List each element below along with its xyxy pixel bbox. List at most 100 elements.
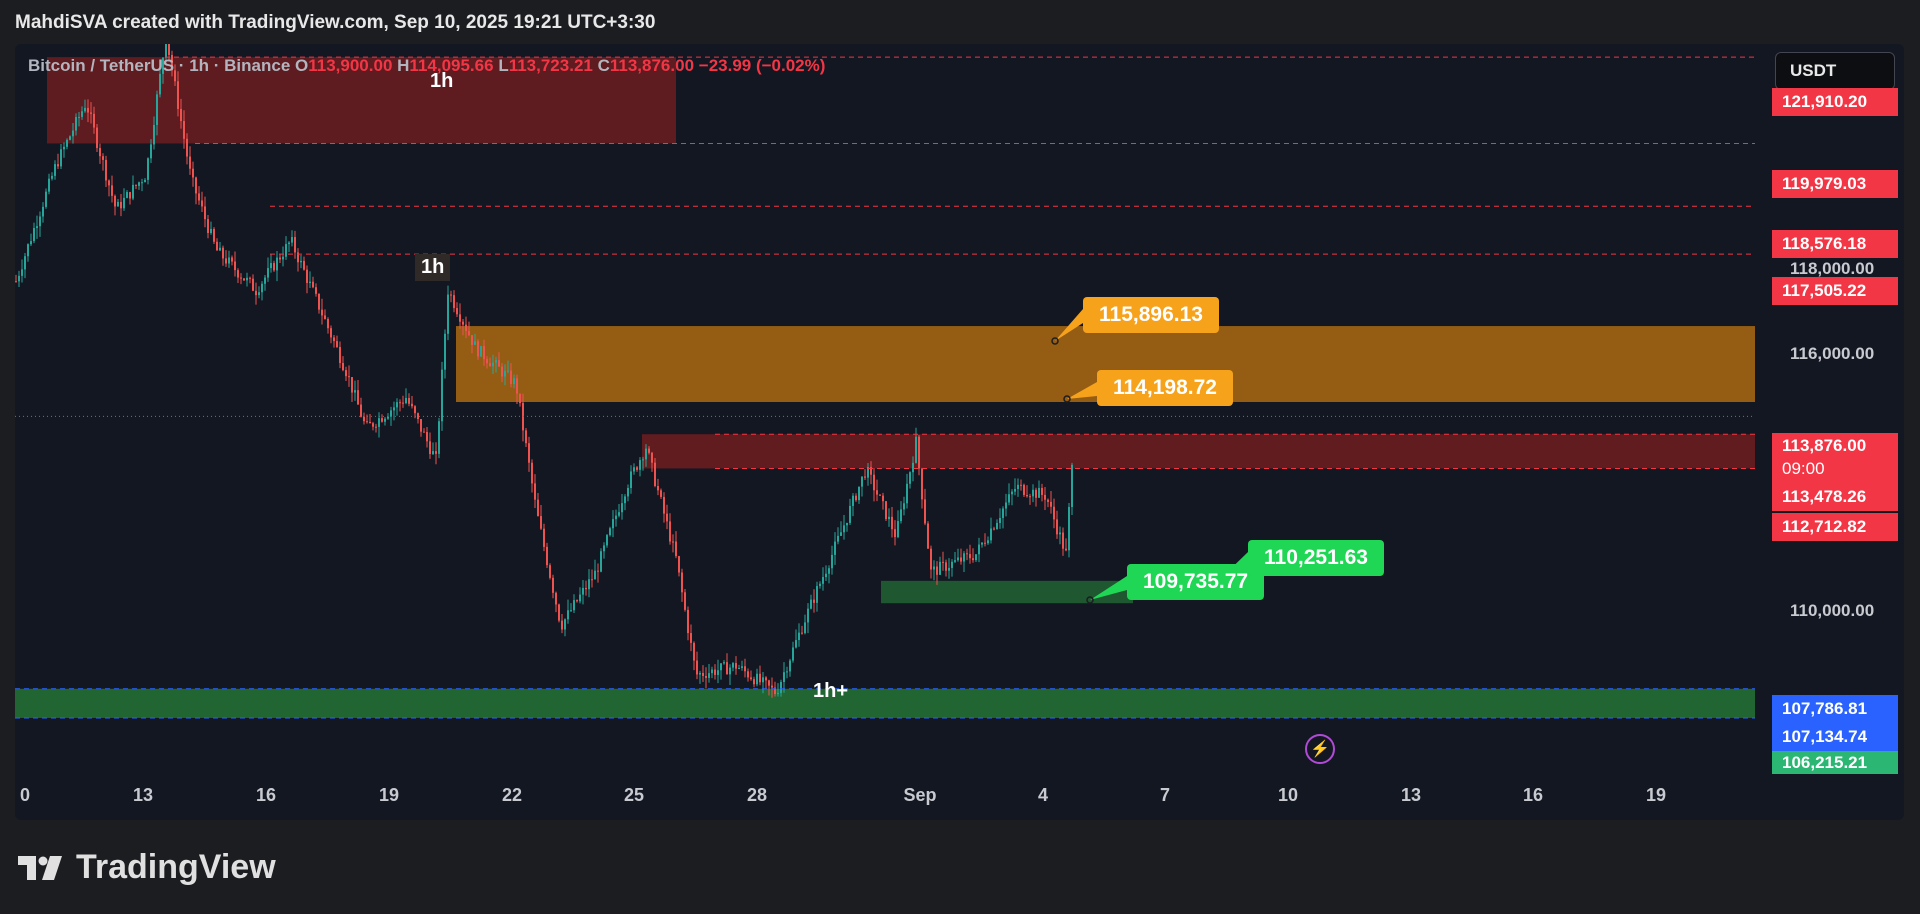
candle-body bbox=[438, 421, 440, 454]
candle-body bbox=[132, 184, 134, 199]
axis-price-label: 118,000.00 bbox=[1790, 259, 1875, 278]
candle-body bbox=[789, 660, 791, 672]
candle-body bbox=[33, 228, 35, 242]
candle-body bbox=[297, 252, 299, 263]
candle-body bbox=[771, 685, 773, 688]
candle-body bbox=[357, 390, 359, 405]
candle-body bbox=[336, 341, 338, 348]
candle-body bbox=[1002, 508, 1004, 518]
candle-body bbox=[468, 330, 470, 336]
candle-body bbox=[996, 522, 998, 530]
candle-body bbox=[201, 200, 203, 207]
candle-body bbox=[1053, 506, 1055, 520]
candle-body bbox=[258, 292, 260, 296]
candle-body bbox=[435, 451, 437, 454]
candle-body bbox=[888, 516, 890, 520]
candle-body bbox=[1017, 484, 1019, 490]
lightning-icon[interactable]: ⚡ bbox=[1305, 734, 1335, 764]
candle-body bbox=[564, 619, 566, 630]
candle-body bbox=[402, 402, 404, 404]
candle-body bbox=[570, 610, 572, 612]
candle-body bbox=[561, 620, 563, 630]
candle-body bbox=[24, 256, 26, 270]
candle-body bbox=[861, 476, 863, 487]
candle-body bbox=[186, 138, 188, 157]
open-label: O bbox=[295, 56, 309, 75]
price-tag: 106,215.21 bbox=[1772, 751, 1898, 774]
candle-body bbox=[942, 561, 944, 563]
candle-body bbox=[687, 609, 689, 634]
date-tick: 13 bbox=[1400, 785, 1422, 805]
candle-body bbox=[1035, 489, 1037, 498]
price-callout: 115,896.13 bbox=[1083, 297, 1219, 333]
candle-body bbox=[1047, 499, 1049, 502]
candle-body bbox=[927, 523, 929, 549]
candle-body bbox=[126, 192, 128, 198]
candle-body bbox=[123, 197, 125, 209]
candle-body bbox=[1020, 484, 1022, 486]
candle-body bbox=[702, 672, 704, 676]
candle-body bbox=[939, 561, 941, 575]
candle-body bbox=[717, 670, 719, 675]
candle-body bbox=[369, 421, 371, 424]
candle-body bbox=[15, 281, 17, 283]
candle-body bbox=[165, 44, 167, 58]
tradingview-logo[interactable]: TradingView bbox=[18, 848, 276, 887]
candle-body bbox=[732, 663, 734, 668]
candle-body bbox=[120, 201, 122, 209]
candle-body bbox=[426, 432, 428, 442]
candle-body bbox=[78, 116, 80, 118]
currency-button[interactable]: USDT bbox=[1775, 52, 1895, 90]
candle-body bbox=[546, 546, 548, 566]
candle-body bbox=[567, 610, 569, 620]
candle-body bbox=[915, 436, 917, 463]
chart-panel[interactable]: Bitcoin / TetherUS · 1h · Binance O113,9… bbox=[15, 44, 1904, 820]
date-tick: 19 bbox=[378, 785, 400, 805]
candle-body bbox=[999, 517, 1001, 523]
candle-body bbox=[477, 341, 479, 357]
candle-body bbox=[63, 146, 65, 150]
candle-body bbox=[141, 182, 143, 184]
candle-body bbox=[837, 535, 839, 542]
candle-body bbox=[378, 418, 380, 427]
candle-body bbox=[972, 558, 974, 561]
tradingview-logo-text: TradingView bbox=[76, 848, 276, 886]
candle-body bbox=[804, 622, 806, 634]
candle-body bbox=[354, 390, 356, 393]
candle-body bbox=[492, 362, 494, 367]
candle-body bbox=[1026, 494, 1028, 497]
candle-body bbox=[990, 528, 992, 541]
price-tag: 117,505.22 bbox=[1772, 277, 1898, 305]
candle-body bbox=[780, 681, 782, 693]
candle-body bbox=[414, 406, 416, 414]
price-chart[interactable] bbox=[15, 44, 1904, 820]
candle-body bbox=[624, 496, 626, 504]
candle-body bbox=[288, 242, 290, 245]
callout-anchor bbox=[1063, 395, 1071, 403]
candle-body bbox=[129, 192, 131, 199]
candle-body bbox=[867, 467, 869, 478]
candle-body bbox=[951, 561, 953, 568]
candle-body bbox=[819, 583, 821, 587]
candle-body bbox=[594, 570, 596, 580]
candle-body bbox=[21, 269, 23, 276]
candle-body bbox=[810, 599, 812, 609]
candle-body bbox=[834, 541, 836, 555]
candle-body bbox=[246, 277, 248, 281]
candle-body bbox=[453, 295, 455, 309]
candle-body bbox=[699, 672, 701, 675]
candle-body bbox=[90, 112, 92, 114]
candle-body bbox=[735, 663, 737, 669]
candle-body bbox=[150, 144, 152, 159]
candle-body bbox=[321, 309, 323, 316]
price-tag: 107,134.74 bbox=[1772, 723, 1898, 751]
candle-body bbox=[636, 467, 638, 470]
candle-body bbox=[1068, 506, 1070, 551]
candle-body bbox=[1014, 489, 1016, 492]
price-callout: 110,251.63 bbox=[1248, 540, 1384, 576]
candle-body bbox=[864, 476, 866, 478]
candle-body bbox=[1032, 489, 1034, 497]
candle-body bbox=[456, 308, 458, 315]
candle-body bbox=[816, 586, 818, 603]
candle-body bbox=[300, 260, 302, 263]
